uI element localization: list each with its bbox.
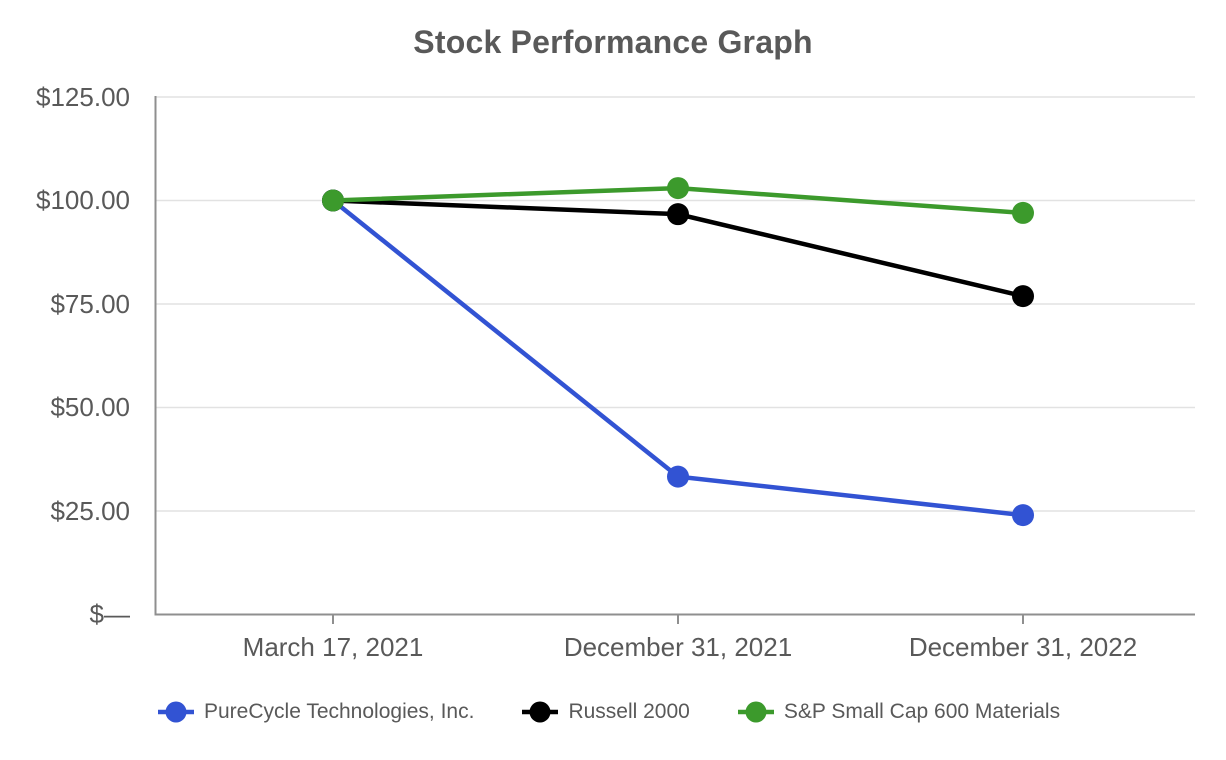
y-axis-tick-label: $75.00 <box>50 289 130 319</box>
russell-2000-line-marker-icon <box>522 701 559 723</box>
x-axis-tick-label: December 31, 2022 <box>908 632 1138 662</box>
y-axis-tick-label: $25.00 <box>50 496 130 526</box>
x-axis-tick-label: March 17, 2021 <box>242 632 424 662</box>
y-axis-tick-label: $— <box>89 599 130 629</box>
y-axis-tick-label: $125.00 <box>36 82 130 112</box>
legend-item-purecycle: PureCycle Technologies, Inc. <box>158 700 474 724</box>
legend: PureCycle Technologies, Inc. Russell 200… <box>158 698 1060 726</box>
x-axis-tick-label: December 31, 2021 <box>563 632 793 662</box>
y-axis-tick-label: $100.00 <box>36 185 130 215</box>
y-axis-tick-label: $50.00 <box>50 392 130 422</box>
legend-label: PureCycle Technologies, Inc. <box>204 700 475 723</box>
sp-small-cap-600-materials-line-marker-icon <box>737 701 774 723</box>
legend-item-sp-small-cap-600-materials: S&P Small Cap 600 Materials <box>737 700 1061 724</box>
legend-item-russell-2000: Russell 2000 <box>522 700 690 724</box>
legend-label: S&P Small Cap 600 Materials <box>783 700 1061 723</box>
purecycle-line-marker-icon <box>158 701 194 723</box>
legend-label: Russell 2000 <box>568 700 690 723</box>
chart-title: Stock Performance Graph <box>413 24 813 60</box>
